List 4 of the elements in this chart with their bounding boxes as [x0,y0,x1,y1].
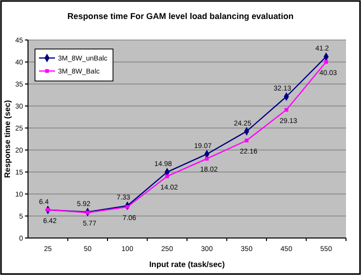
y-axis-title: Response time (sec) [3,100,12,178]
point [244,138,248,142]
x-axis-title: Input rate (task/sec) [149,260,226,269]
chart-title: Response time For GAM level load balancing evaluation [67,11,294,21]
